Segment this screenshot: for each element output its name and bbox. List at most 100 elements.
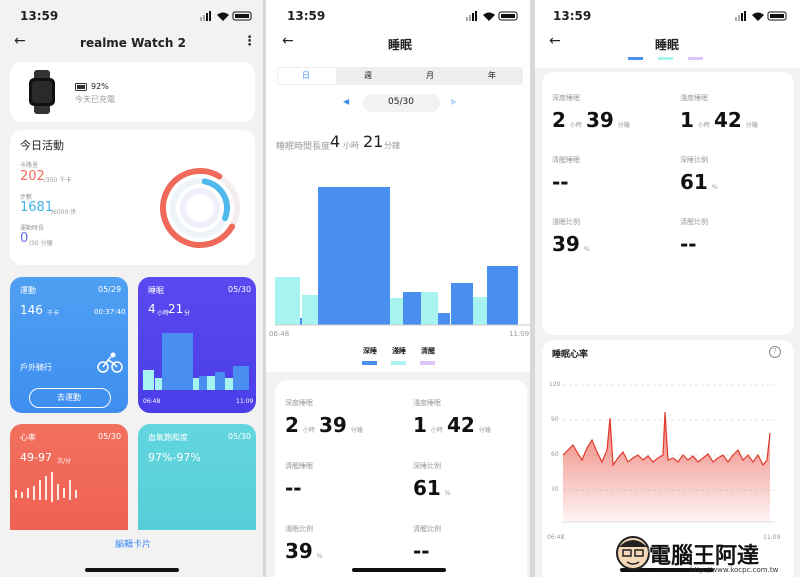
help-button[interactable] bbox=[769, 346, 781, 358]
stat-unit: 分鐘 bbox=[617, 122, 630, 129]
legend-swatch bbox=[628, 57, 643, 60]
y-tick-label: 30 bbox=[551, 486, 559, 493]
battery-icon bbox=[75, 83, 87, 91]
legend-label: 深睡 bbox=[363, 347, 377, 355]
stat-unit: 分鐘 bbox=[350, 427, 363, 434]
stat-number: 61 bbox=[680, 170, 708, 194]
activity-title: 今日活動 bbox=[20, 139, 64, 152]
screen-sleep-day: 13:59 ← 睡眠 日 週 月 年 ◀ 05/30 ▶ 睡眠時間長度 4 小時… bbox=[266, 0, 530, 577]
watermark-mascot bbox=[616, 536, 650, 570]
next-date[interactable]: ▶ bbox=[451, 97, 458, 106]
stat-number: -- bbox=[413, 539, 430, 563]
activity-value: 0 bbox=[20, 231, 29, 246]
chart-start: 06:48 bbox=[269, 330, 290, 338]
help-icon: ? bbox=[773, 347, 777, 355]
stat-label: 清醒睡眠 bbox=[285, 462, 313, 470]
tab[interactable]: 年 bbox=[488, 71, 496, 80]
stat-number: 39 bbox=[285, 539, 313, 563]
chart-end: 11:09 bbox=[509, 330, 530, 338]
legend-label: 清醒 bbox=[421, 347, 435, 355]
stat-number: 42 bbox=[446, 413, 475, 437]
stat-number: 39 bbox=[318, 413, 347, 437]
status-time: 13:59 bbox=[20, 9, 59, 23]
legend-swatch bbox=[658, 57, 673, 60]
stat-number: 1 bbox=[413, 413, 427, 437]
tab[interactable]: 月 bbox=[426, 71, 434, 80]
screen-device: 13:59 ← realme Watch 2 ⋮ 92% 今天已充電 今日活動 … bbox=[0, 0, 263, 577]
stat-unit: % bbox=[316, 553, 323, 560]
activity-rings bbox=[160, 168, 240, 248]
legend-swatch bbox=[391, 361, 406, 365]
stat-label: 清醒比例 bbox=[680, 218, 708, 226]
legend-swatch bbox=[420, 361, 435, 365]
home-indicator bbox=[352, 568, 446, 572]
stat-unit: % bbox=[583, 246, 590, 253]
card-date: 05/30 bbox=[98, 432, 122, 441]
stat-label: 淺眠比例 bbox=[285, 525, 313, 533]
card-title: 血氧飽和度 bbox=[148, 433, 188, 442]
tab[interactable]: 週 bbox=[364, 71, 372, 80]
sport-activity: 戶外騎行 bbox=[20, 363, 52, 372]
stat-value: 2 小時 39 分鐘 bbox=[285, 413, 365, 437]
go-sport-label: 去運動 bbox=[57, 393, 81, 402]
stat-value: 61% bbox=[413, 476, 453, 500]
edit-cards-button[interactable]: 編輯卡片 bbox=[114, 540, 152, 550]
stat-unit: % bbox=[711, 184, 718, 191]
duration-hours-unit: 小時 bbox=[343, 141, 359, 150]
tab[interactable]: 日 bbox=[302, 71, 310, 80]
stat-unit: % bbox=[444, 490, 451, 497]
home-indicator bbox=[620, 568, 714, 572]
back-button[interactable]: ← bbox=[282, 33, 294, 49]
back-button[interactable]: ← bbox=[14, 33, 26, 49]
stat-value: -- bbox=[680, 232, 697, 256]
y-tick-label: 90 bbox=[551, 416, 559, 423]
status-time: 13:59 bbox=[287, 9, 326, 23]
go-sport-button[interactable] bbox=[29, 388, 111, 408]
duration-hours: 4 bbox=[330, 132, 341, 151]
stat-number: 61 bbox=[413, 476, 441, 500]
stat-label: 深度睡眠 bbox=[552, 94, 580, 102]
spo2-card[interactable] bbox=[138, 424, 256, 544]
header-bg bbox=[535, 0, 800, 68]
stat-number: 2 bbox=[552, 108, 566, 132]
heart-rate-chart bbox=[562, 384, 775, 523]
activity-value: 202 bbox=[20, 169, 45, 184]
x-tick-label: 11:09 bbox=[763, 534, 781, 541]
status-time: 13:59 bbox=[553, 9, 592, 23]
menu-button[interactable]: ⋮ bbox=[243, 34, 256, 49]
activity-label: 步數 bbox=[20, 194, 33, 201]
status-icons bbox=[200, 11, 252, 21]
stat-label: 清醒睡眠 bbox=[552, 156, 580, 164]
stats-card: 深度睡眠 2 小時 39 分鐘 淺度睡眠 1 小時 42 分鐘 清醒睡眠 -- 深睡比例 61% 淺眠比例 3… bbox=[275, 380, 527, 577]
sport-duration: 00:37:40 bbox=[94, 308, 126, 316]
stat-unit: 小時 bbox=[697, 122, 710, 129]
spo2-value: 97%-97% bbox=[148, 451, 201, 464]
duration-label: 睡眠時間長度 bbox=[276, 142, 331, 152]
watch-image bbox=[29, 70, 55, 114]
header-title: 睡眠 bbox=[387, 38, 413, 52]
sleep-chart bbox=[275, 187, 530, 326]
stat-label: 深睡比例 bbox=[413, 462, 441, 470]
stat-number: -- bbox=[680, 232, 697, 256]
stat-value: -- bbox=[285, 476, 302, 500]
stat-value: 61% bbox=[680, 170, 720, 194]
activity-label: 運動時長 bbox=[20, 225, 45, 232]
header-title: realme Watch 2 bbox=[80, 36, 186, 50]
sleep-mini-chart bbox=[143, 333, 249, 390]
home-indicator bbox=[85, 568, 179, 572]
prev-date[interactable]: ◀ bbox=[343, 97, 350, 106]
card-date: 05/30 bbox=[228, 285, 252, 294]
activity-value: 1681 bbox=[20, 200, 54, 215]
tab-selected bbox=[278, 68, 336, 84]
sleep-card[interactable] bbox=[138, 277, 256, 413]
stat-label: 深度睡眠 bbox=[285, 399, 313, 407]
stat-label: 清醒比例 bbox=[413, 525, 441, 533]
stat-value: 39% bbox=[285, 539, 325, 563]
back-button[interactable]: ← bbox=[549, 33, 561, 49]
activity-goal: /30 分鐘 bbox=[29, 240, 53, 247]
sleep-start: 06:48 bbox=[143, 398, 161, 405]
period-tabs bbox=[277, 67, 523, 85]
stat-value: -- bbox=[413, 539, 430, 563]
stat-label: 淺度睡眠 bbox=[413, 399, 441, 407]
